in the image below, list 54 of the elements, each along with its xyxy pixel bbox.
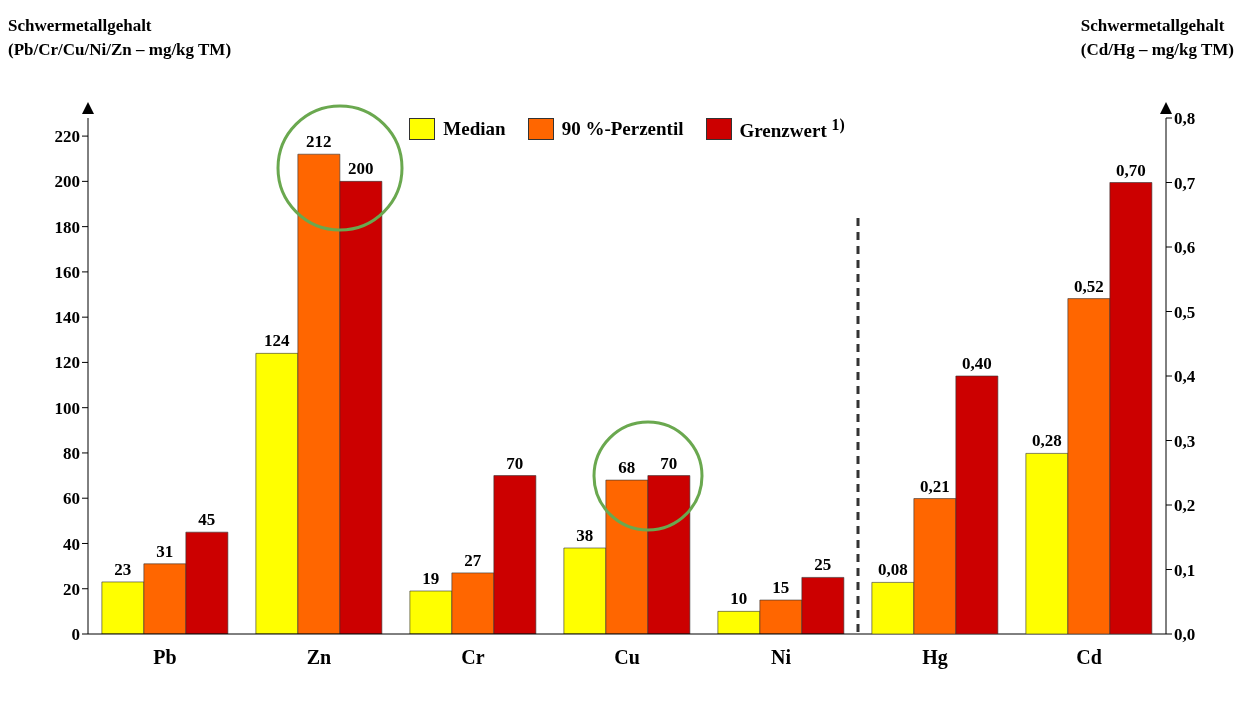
data-label: 0,08 xyxy=(877,560,908,580)
y-tick-label: 220 xyxy=(54,127,80,147)
data-label: 0,21 xyxy=(919,476,950,496)
y-tick-label: 20 xyxy=(63,579,80,599)
data-label: 200 xyxy=(348,159,374,179)
data-label: 27 xyxy=(464,550,482,570)
data-label: 212 xyxy=(306,132,332,152)
y2-tick-label: 0,4 xyxy=(1174,367,1196,387)
y2-tick-label: 0,0 xyxy=(1174,625,1196,645)
y-tick-label: 40 xyxy=(63,534,80,554)
x-tick-label: Cr xyxy=(461,646,485,669)
x-tick-label: Cd xyxy=(1076,646,1102,669)
y2-tick-label: 0,7 xyxy=(1174,173,1196,193)
legend-label: 90 %-Perzentil xyxy=(561,118,684,141)
data-label: 38 xyxy=(576,526,594,545)
data-label: 0,28 xyxy=(1031,431,1062,451)
data-label: 0,52 xyxy=(1073,276,1104,296)
x-tick-label: Hg xyxy=(922,646,948,670)
y2-tick-label: 0,1 xyxy=(1174,560,1196,580)
x-tick-label: Pb xyxy=(153,646,177,669)
data-label: 70 xyxy=(506,453,524,473)
data-label: 31 xyxy=(156,541,174,561)
data-label: 70 xyxy=(660,453,678,473)
data-label: 25 xyxy=(814,555,832,575)
data-label: 45 xyxy=(198,510,216,530)
y2-tick-label: 0,3 xyxy=(1174,431,1196,451)
y-tick-label: 180 xyxy=(54,217,80,237)
data-label: 19 xyxy=(422,569,440,588)
y-tick-label: 0 xyxy=(71,625,80,645)
legend-label: Grenzwert $^{1)}$ xyxy=(739,116,845,143)
y2-tick-label: 0,6 xyxy=(1174,238,1196,258)
y2-tick-label: 0,8 xyxy=(1174,109,1196,129)
data-label: 23 xyxy=(114,559,132,579)
x-tick-label: Cu xyxy=(614,646,640,669)
y-tick-label: 200 xyxy=(54,172,80,192)
legend-label: Median xyxy=(443,118,506,141)
y-tick-label: 80 xyxy=(63,443,80,463)
y-tick-label: 100 xyxy=(54,398,80,418)
data-label: 68 xyxy=(618,458,636,478)
data-label: 0,70 xyxy=(1115,160,1146,180)
y-tick-label: 140 xyxy=(54,308,80,328)
y-axis-title: Schwermetallgehalt (Pb/Cr/Cu/Ni/Zn – mg/kg TM) xyxy=(8,15,232,61)
y2-axis-title: Schwermetallgehalt (Cd/Hg – mg/kg TM) xyxy=(1080,15,1234,61)
y2-tick-label: 0,5 xyxy=(1174,302,1196,322)
y-tick-label: 160 xyxy=(54,262,80,282)
data-label: 15 xyxy=(772,578,790,598)
data-label: 124 xyxy=(264,331,291,351)
data-label: 0,40 xyxy=(961,354,992,373)
y2-tick-label: 0,2 xyxy=(1174,496,1196,516)
y-tick-label: 60 xyxy=(63,489,80,509)
y-tick-label: 120 xyxy=(54,353,80,373)
data-label: 10 xyxy=(730,589,748,609)
x-tick-label: Ni xyxy=(771,646,792,669)
x-tick-label: Zn xyxy=(306,646,332,669)
